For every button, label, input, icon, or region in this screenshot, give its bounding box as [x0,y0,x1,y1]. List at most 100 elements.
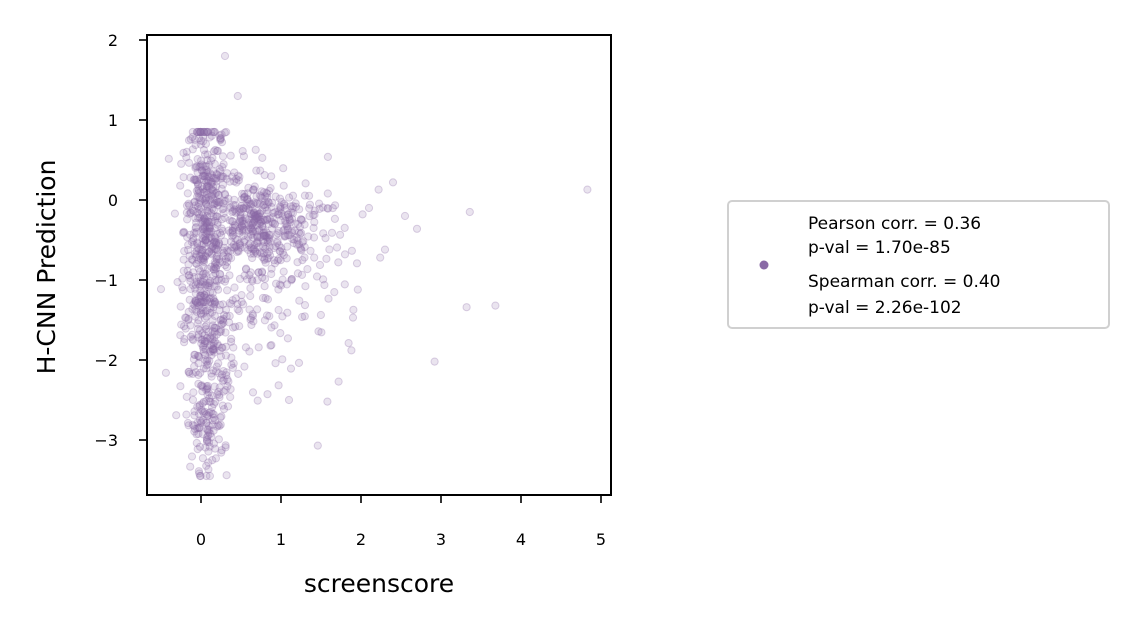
scatter-point [244,225,253,234]
scatter-point [239,204,248,213]
scatter-point [204,177,213,186]
scatter-point [201,298,210,307]
scatter-point [205,247,214,256]
scatter-point [184,240,193,249]
scatter-point [196,140,205,149]
scatter-point [201,199,210,208]
scatter-point [202,219,212,228]
scatter-point [193,243,202,252]
scatter-point [226,151,235,160]
scatter-point [213,241,223,250]
scatter-point [199,430,208,439]
scatter-point [195,204,204,214]
scatter-point [246,249,255,258]
scatter-point [229,200,238,210]
scatter-point [202,289,211,298]
scatter-point [352,259,362,268]
scatter-point [238,227,247,236]
scatter-point [221,441,230,450]
scatter-point [240,362,249,371]
scatter-point [195,469,204,478]
scatter-point [208,420,217,429]
x-tick-label: 5 [596,530,606,549]
scatter-point [258,215,267,224]
scatter-point [247,275,256,284]
scatter-point [180,322,189,331]
scatter-point [203,385,212,394]
scatter-point [201,307,210,316]
scatter-point [212,182,221,191]
scatter-point [219,251,228,261]
scatter-point [310,253,319,262]
scatter-point [246,291,255,301]
scatter-point [260,282,269,291]
scatter-point [218,316,227,325]
scatter-point [264,254,273,263]
scatter-point [206,334,215,343]
scatter-point [208,242,217,251]
scatter-point [205,227,214,236]
scatter-point [228,323,238,332]
scatter-point [267,172,276,181]
scatter-point [283,334,292,343]
scatter-point [236,204,245,214]
scatter-point [184,421,193,430]
scatter-point [212,255,221,264]
scatter-point [195,134,204,143]
scatter-point [176,181,185,190]
scatter-point [293,220,303,229]
scatter-point [280,225,289,234]
scatter-point [328,204,337,213]
scatter-point [211,264,220,273]
scatter-point [223,375,232,384]
scatter-point [190,411,199,420]
scatter-point [203,264,213,273]
scatter-point [191,280,200,289]
scatter-point [264,198,273,207]
scatter-point [200,227,209,236]
scatter-point [236,241,245,250]
scatter-point [215,383,224,392]
scatter-point [253,305,262,314]
scatter-point [251,247,260,256]
scatter-point [249,249,258,258]
scatter-point [231,208,240,217]
scatter-point [234,176,243,185]
scatter-point [202,357,211,366]
scatter-point [216,413,225,422]
scatter-point [185,201,194,210]
scatter-point [211,245,220,254]
scatter-point [238,219,247,228]
scatter-point [197,405,206,414]
scatter-point [278,275,287,284]
scatter-point [196,309,205,318]
scatter-point [253,238,262,247]
scatter-point [206,407,215,417]
scatter-point [212,212,221,221]
scatter-point [244,232,253,241]
scatter-point [199,364,208,373]
scatter-point [182,208,191,217]
scatter-point [222,312,231,321]
scatter-point [205,160,214,169]
y-tick-label: 1 [108,111,118,130]
scatter-point [298,238,307,247]
scatter-point [191,297,200,306]
scatter-point [252,211,261,220]
scatter-point [223,382,232,391]
scatter-point [199,297,208,306]
scatter-point [188,127,197,137]
scatter-point [264,233,273,242]
scatter-point [234,246,243,255]
scatter-point [192,218,201,227]
scatter-point [213,201,222,210]
scatter-point [276,256,285,265]
scatter-point [289,235,299,244]
scatter-point [231,242,240,251]
scatter-point [270,256,279,265]
scatter-point [340,280,349,289]
scatter-point [235,239,244,249]
scatter-point [265,237,274,246]
scatter-point [265,251,275,260]
scatter-point [246,224,256,233]
